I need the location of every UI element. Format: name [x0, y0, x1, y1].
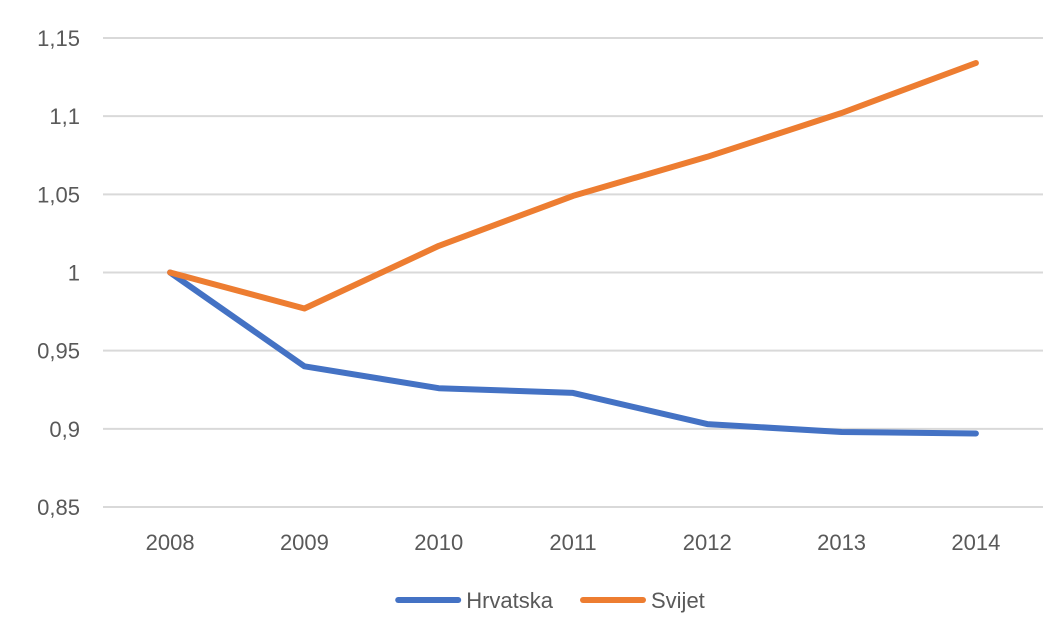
x-axis-tick-labels: 2008 2009 2010 2011 2012 2013 2014	[146, 530, 1001, 555]
y-tick-label: 0,85	[37, 495, 80, 520]
x-tick-label: 2012	[683, 530, 732, 555]
series-lines	[167, 60, 979, 437]
legend-label-hrvatska: Hrvatska	[466, 588, 554, 613]
series-line-hrvatska	[167, 269, 979, 437]
x-tick-label: 2011	[549, 530, 596, 555]
legend-label-svijet: Svijet	[651, 588, 705, 613]
gridlines	[103, 37, 1043, 508]
y-tick-label: 1,15	[37, 26, 80, 51]
x-tick-label: 2013	[817, 530, 866, 555]
x-tick-label: 2009	[280, 530, 329, 555]
y-tick-label: 1,1	[49, 104, 80, 129]
legend: Hrvatska Svijet	[395, 588, 705, 613]
y-tick-label: 0,95	[37, 339, 80, 364]
y-tick-label: 1,05	[37, 182, 80, 207]
series-line-svijet	[167, 60, 979, 312]
y-tick-label: 0,9	[49, 417, 80, 442]
x-tick-label: 2008	[146, 530, 195, 555]
y-tick-label: 1	[68, 261, 80, 286]
x-tick-label: 2010	[414, 530, 463, 555]
y-axis-tick-labels: 0,85 0,9 0,95 1 1,05 1,1 1,15	[37, 26, 80, 520]
x-tick-label: 2014	[951, 530, 1000, 555]
